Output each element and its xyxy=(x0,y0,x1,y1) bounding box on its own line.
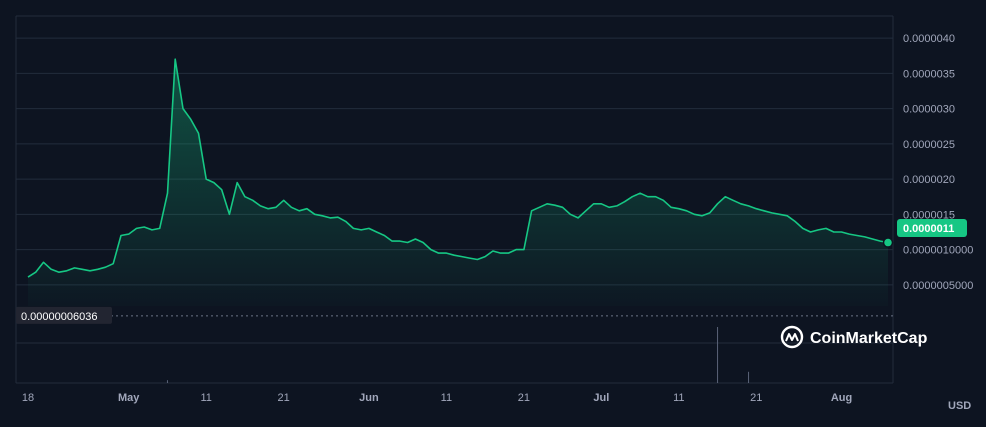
y-tick-label: 0.0000015 xyxy=(903,209,955,221)
currency-label: USD xyxy=(948,400,971,412)
current-price-dot xyxy=(882,237,894,248)
current-price-label: 0.0000011 xyxy=(903,223,954,235)
grid-lines xyxy=(15,15,894,384)
volume-bars xyxy=(166,327,750,383)
min-price-marker: 0.00000006036 xyxy=(16,306,893,324)
x-tick-label: Jun xyxy=(359,392,379,404)
x-tick-label: 11 xyxy=(200,392,211,404)
brand-name: CoinMarketCap xyxy=(810,330,928,347)
y-tick-label: 0.0000035 xyxy=(903,68,955,80)
y-axis: 0.0000040 0.0000035 0.0000030 0.0000025 0.00… xyxy=(903,33,973,292)
x-tick-label: Aug xyxy=(831,392,852,404)
current-price-badge xyxy=(897,219,967,237)
y-tick-label: 0.0000020 xyxy=(903,174,955,186)
price-line xyxy=(27,58,889,278)
x-axis: 18 May 11 21 Jun 11 21 Jul 11 21 Aug xyxy=(22,392,852,404)
brand-watermark: CoinMarketCap xyxy=(780,325,928,349)
y-tick-label: 0.0000030 xyxy=(903,104,955,116)
y-tick-label: 0.0000040 xyxy=(903,33,955,45)
x-tick-label: Jul xyxy=(593,392,609,404)
y-tick-label: 0.0000010000 xyxy=(903,245,973,257)
y-tick-label: 0.0000025 xyxy=(903,139,955,151)
coinmarketcap-logo-icon xyxy=(780,325,804,349)
price-area-fill xyxy=(28,59,888,307)
x-tick-label: May xyxy=(118,392,140,404)
x-tick-label: 11 xyxy=(673,392,684,404)
y-tick-label: 0.0000005000 xyxy=(903,280,973,292)
price-area xyxy=(27,58,889,307)
min-price-label: 0.00000006036 xyxy=(21,311,97,323)
x-tick-label: 21 xyxy=(518,392,530,404)
x-tick-label: 21 xyxy=(750,392,762,404)
min-price-badge xyxy=(16,306,112,324)
x-tick-label: 18 xyxy=(22,392,34,404)
current-price-marker: 0.0000011 xyxy=(882,219,967,248)
x-tick-label: 11 xyxy=(441,392,452,404)
x-tick-label: 21 xyxy=(278,392,290,404)
